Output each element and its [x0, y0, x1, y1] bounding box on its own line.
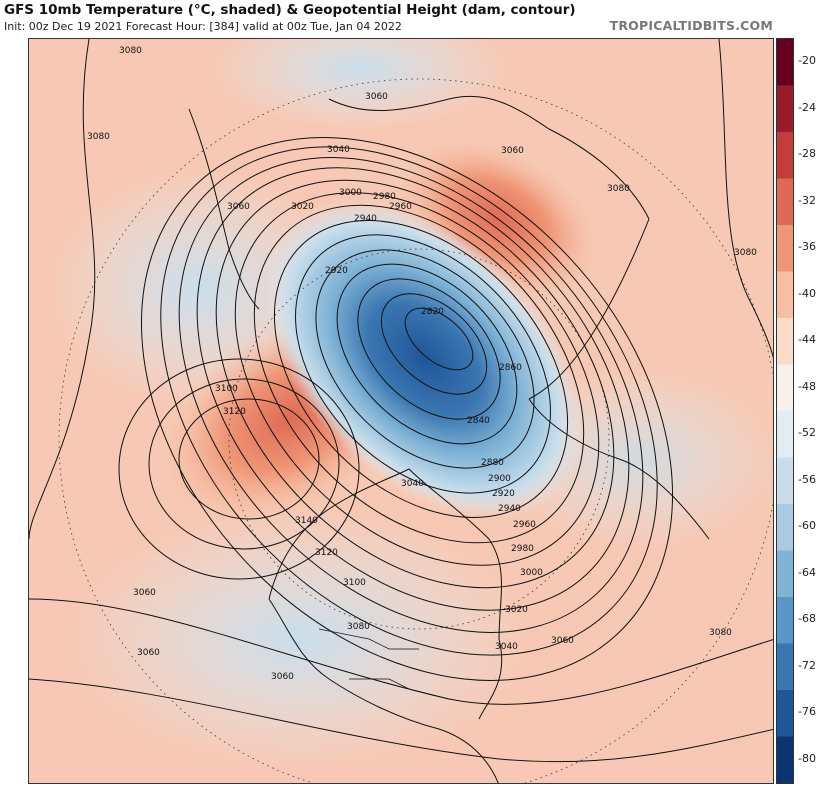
- colorbar-label: -68: [798, 612, 816, 626]
- colorbar-label: -40: [798, 286, 816, 300]
- colorbar-swatch: [777, 643, 793, 691]
- coastlines: [188, 95, 710, 783]
- colorbar-swatch: [777, 364, 793, 412]
- contour-label: 3000: [520, 568, 543, 578]
- contour-label: 3140: [295, 516, 318, 526]
- colorbar-label: -48: [798, 379, 816, 393]
- colorbar-label: -80: [798, 751, 816, 765]
- map-canvas: 3080 3060 3080 3040 3060 3060 3020 3000 …: [29, 39, 773, 783]
- contour-label: 3080: [607, 184, 630, 194]
- contour-label: 2980: [511, 544, 534, 554]
- colorbar-swatch: [777, 690, 793, 737]
- contour-label: 2920: [492, 489, 515, 499]
- colorbar-label: -32: [798, 193, 816, 207]
- colorbar-labels: -20 -24 -28 -32 -36 -40 -44 -48 -52 -56 -60 -64 -68 -…: [796, 38, 819, 784]
- height-contours: [29, 39, 773, 763]
- contour-label: 3100: [215, 384, 238, 394]
- contour-label: 3020: [291, 202, 314, 212]
- contour-label: 3060: [551, 636, 574, 646]
- contour-label: 2900: [488, 474, 511, 484]
- colorbar-label: -64: [798, 565, 816, 579]
- colorbar-swatch: [777, 318, 793, 365]
- contour-label: 2880: [481, 458, 504, 468]
- colorbar-label: -60: [798, 519, 816, 533]
- colorbar-swatch: [777, 597, 793, 644]
- contour-label: 3080: [709, 628, 732, 638]
- colorbar-swatch: [777, 457, 793, 505]
- contour-label: 3120: [223, 407, 246, 417]
- colorbar-swatch: [777, 132, 793, 179]
- colorbar-swatch: [777, 271, 793, 319]
- colorbar-label: -56: [798, 472, 816, 486]
- contour-label: 2820: [421, 307, 444, 317]
- pale-cold-area: [209, 39, 509, 129]
- site-brand: TROPICALTIDBITS.COM: [609, 18, 773, 33]
- colorbar-swatch: [777, 85, 793, 133]
- temperature-colorbar: [776, 38, 794, 784]
- contour-label: 2940: [354, 214, 377, 224]
- colorbar-label: -76: [798, 705, 816, 719]
- colorbar-label: -36: [798, 240, 816, 254]
- contour-label: 2940: [498, 504, 521, 514]
- contour-label: 2960: [513, 520, 536, 530]
- colorbar-label: -72: [798, 658, 816, 672]
- contour-label: 3000: [339, 188, 362, 198]
- colorbar-label: -52: [798, 426, 816, 440]
- colorbar-swatch: [777, 225, 793, 272]
- init-forecast-valid-line: Init: 00z Dec 19 2021 Forecast Hour: [38…: [4, 20, 402, 33]
- contour-label: 2960: [389, 202, 412, 212]
- colorbar-swatches: [777, 39, 793, 784]
- contour-label: 3060: [137, 648, 160, 658]
- colorbar-swatch: [777, 39, 793, 86]
- colorbar-swatch: [777, 411, 793, 458]
- contour-label: 3060: [501, 146, 524, 156]
- contour-label: 2860: [499, 363, 522, 373]
- latitude-circle: [228, 248, 610, 630]
- pale-cold-area: [69, 509, 529, 769]
- contour-labels: 3080 3060 3080 3040 3060 3060 3020 3000 …: [87, 46, 757, 682]
- contour-label: 3060: [133, 588, 156, 598]
- colorbar-label: -44: [798, 333, 816, 347]
- contour-label: 3080: [87, 132, 110, 142]
- contour-label: 3040: [327, 145, 350, 155]
- contour-label: 3060: [227, 202, 250, 212]
- chart-title: GFS 10mb Temperature (°C, shaded) & Geop…: [4, 2, 576, 18]
- contour-label: 3120: [315, 548, 338, 558]
- contour-label: 3080: [119, 46, 142, 56]
- colorbar-label: -24: [798, 100, 816, 114]
- colorbar-swatch: [777, 550, 793, 598]
- colorbar-swatch: [777, 504, 793, 551]
- colorbar-swatch: [777, 736, 793, 784]
- polar-map: 3080 3060 3080 3040 3060 3060 3020 3000 …: [28, 38, 774, 784]
- contour-label: 3080: [734, 248, 757, 258]
- contour-label: 3080: [347, 622, 370, 632]
- colorbar-swatch: [777, 178, 793, 226]
- contour-label: 2840: [467, 416, 490, 426]
- contour-label: 3020: [505, 605, 528, 615]
- colorbar-label: -28: [798, 147, 816, 161]
- polar-vortex-cold-core: [265, 200, 583, 518]
- contour-label: 2920: [325, 266, 348, 276]
- contour-label: 3060: [271, 672, 294, 682]
- contour-label: 2980: [373, 192, 396, 202]
- colorbar-label: -20: [798, 54, 816, 68]
- contour-label: 3100: [343, 578, 366, 588]
- contour-label: 3040: [401, 479, 424, 489]
- contour-label: 3040: [495, 642, 518, 652]
- contour-label: 3060: [365, 92, 388, 102]
